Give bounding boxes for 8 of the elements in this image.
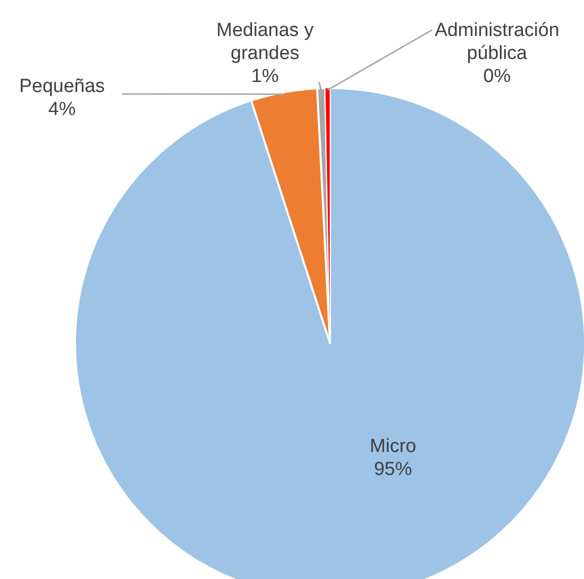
slice-label: Pequeñas: [19, 76, 105, 97]
slice-label: Administración pública: [434, 20, 560, 64]
data-label: 95%: [374, 459, 412, 480]
data-label: 0%: [483, 66, 511, 87]
data-label: 1%: [251, 66, 279, 87]
slice-label: Medianas y grandes: [216, 20, 314, 64]
slice-label: Micro: [370, 436, 416, 457]
data-label: 4%: [48, 99, 76, 120]
